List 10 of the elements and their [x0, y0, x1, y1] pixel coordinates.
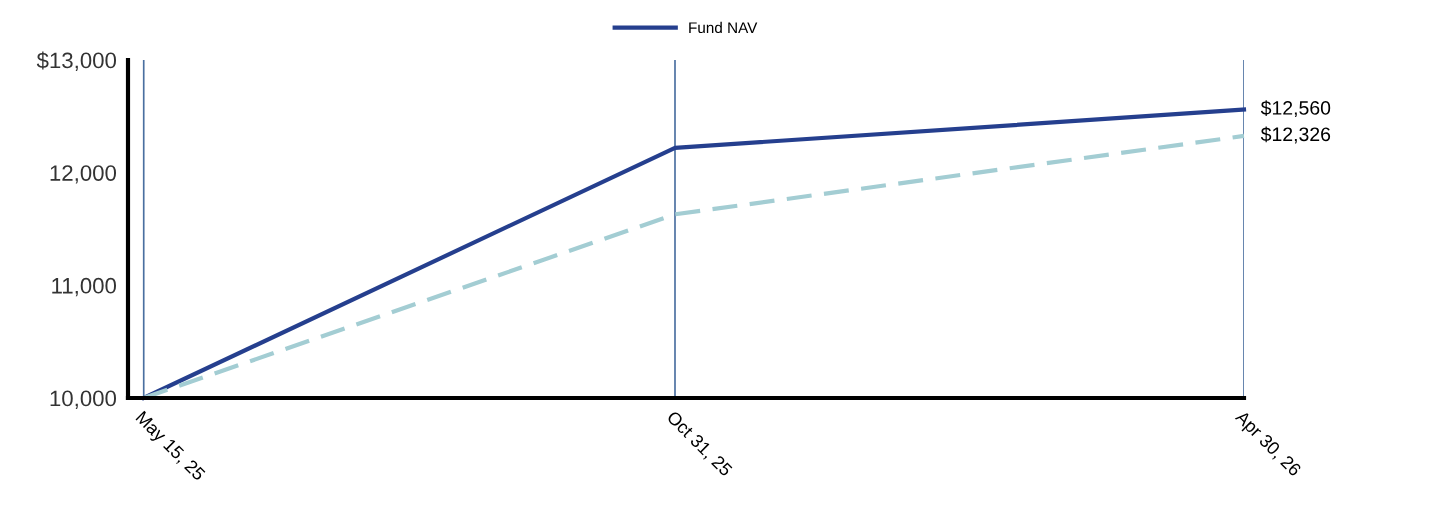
x-tick-label: Apr 30, 26	[1232, 409, 1303, 480]
x-tick-label: May 15, 25	[132, 410, 207, 484]
data-label: $12,326	[1260, 126, 1331, 144]
y-tick-label: 11,000	[52, 277, 117, 297]
x-tick-label: Oct 31, 25	[664, 410, 734, 479]
y-tick-label: 10,000	[50, 390, 117, 409]
y-tick-label: 12,000	[50, 165, 117, 184]
data-label: $12,560	[1260, 100, 1331, 118]
legend-label: Fund NAV	[689, 21, 758, 34]
y-tick-label: $13,000	[36, 51, 117, 71]
